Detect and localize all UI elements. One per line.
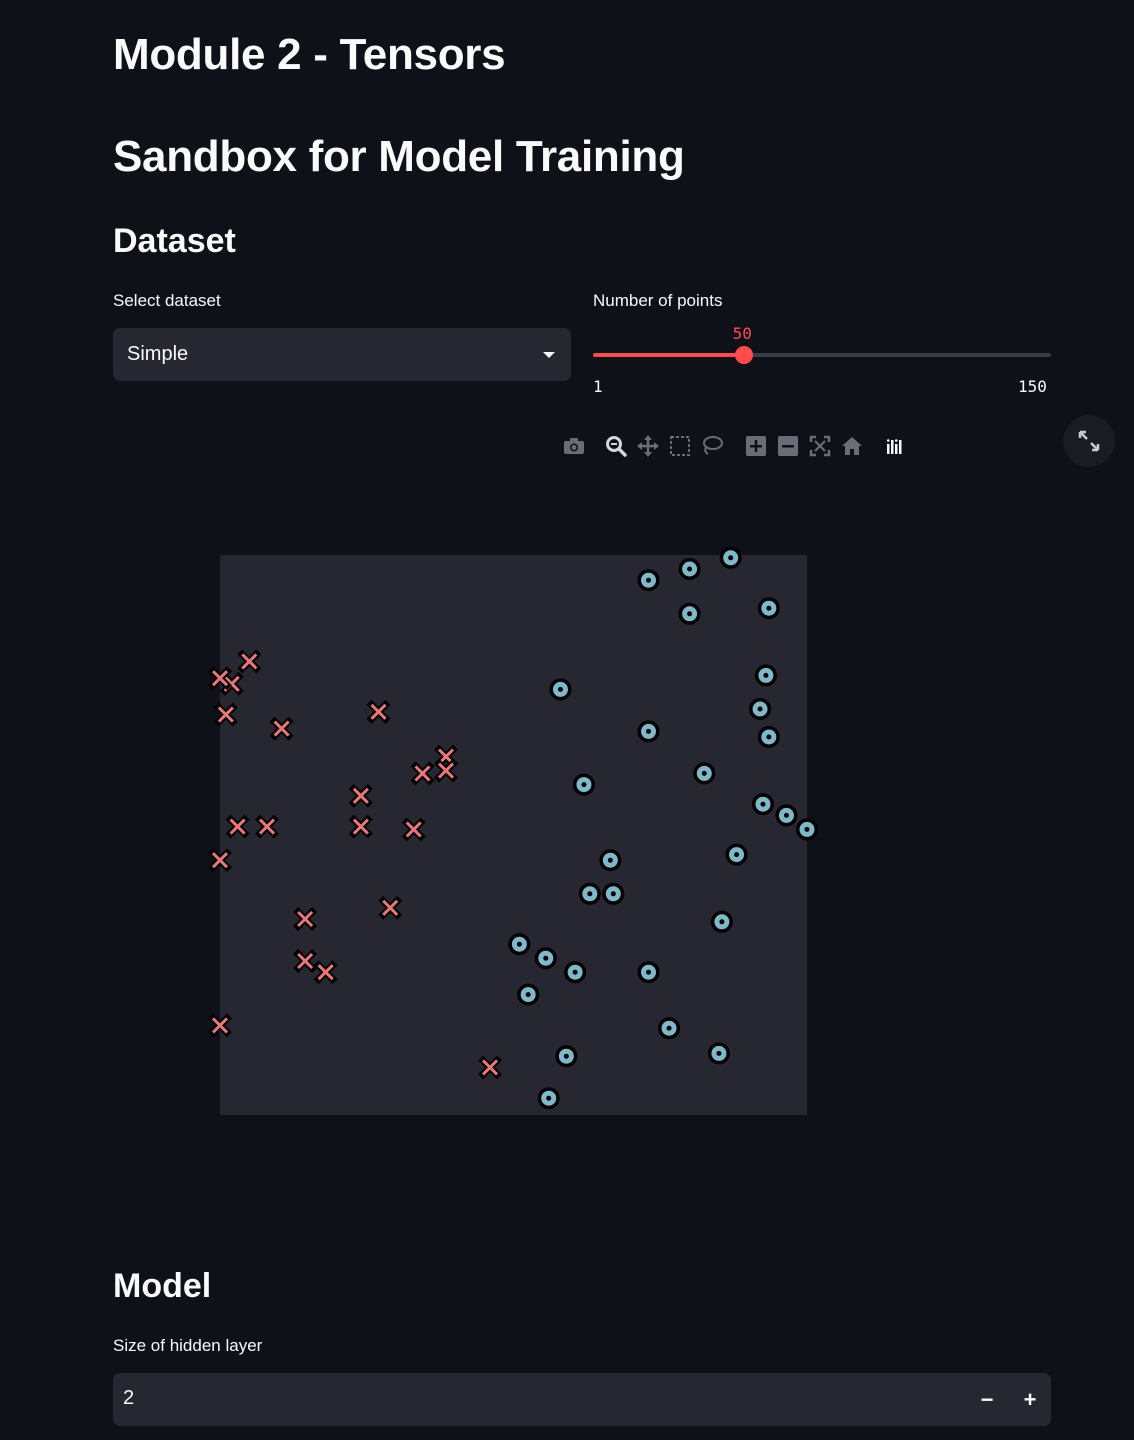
scatter-point-o	[602, 882, 625, 905]
scatter-point-x	[213, 702, 238, 727]
pan-icon[interactable]	[634, 432, 662, 460]
scatter-point-o	[754, 664, 777, 687]
scatter-point-o	[707, 1042, 730, 1065]
scatter-point-o	[710, 910, 733, 933]
scatter-point-o	[549, 678, 572, 701]
scatter-point-o	[719, 546, 742, 569]
scatter-point-o	[637, 569, 660, 592]
points-slider[interactable]	[593, 346, 1051, 364]
scatter-point-o	[757, 726, 780, 748]
scatter-point-x	[478, 1055, 502, 1080]
scatter-point-o	[757, 597, 780, 620]
points-slider-fill	[593, 353, 744, 357]
plotly-logo-icon[interactable]	[880, 432, 908, 460]
zoom-out-icon[interactable]	[774, 432, 802, 460]
scatter-point-x	[348, 814, 373, 839]
scatter-point-o	[751, 793, 774, 816]
points-slider-thumb[interactable]	[734, 346, 753, 364]
points-slider-max: 150	[1018, 377, 1047, 396]
scatter-point-x	[269, 716, 294, 741]
fullscreen-button[interactable]	[1063, 415, 1115, 467]
scatter-point-x	[378, 895, 403, 920]
scatter-point-o	[796, 818, 818, 841]
zoom-in-icon[interactable]	[742, 432, 770, 460]
chevron-down-icon	[543, 352, 555, 358]
scatter-point-o	[658, 1017, 681, 1040]
scatter-point-o	[517, 983, 540, 1006]
scatter-point-x	[401, 817, 426, 842]
scatter-point-o	[578, 882, 601, 905]
scatter-point-o	[599, 849, 622, 872]
scatter-point-o	[572, 773, 595, 796]
dataset-select-value: Simple	[127, 343, 189, 365]
box-select-icon[interactable]	[666, 432, 694, 460]
points-slider-label: Number of points	[593, 291, 723, 310]
hidden-layer-label: Size of hidden layer	[113, 1336, 263, 1355]
scatter-point-x	[293, 949, 318, 973]
zoom-icon[interactable]	[602, 432, 630, 460]
scatter-point-x	[255, 814, 279, 839]
plot-area	[220, 555, 807, 1115]
scatter-point-o	[508, 933, 531, 956]
scatter-point-x	[410, 761, 435, 786]
scatter-point-x	[313, 960, 338, 985]
scatter-point-o	[775, 804, 798, 827]
hidden-layer-input[interactable]: 2 − +	[113, 1373, 1051, 1426]
scatter-point-o	[725, 843, 748, 866]
points-slider-value: 50	[732, 324, 752, 343]
camera-icon[interactable]	[560, 432, 588, 460]
fullscreen-icon	[1078, 430, 1100, 452]
scatter-point-o	[564, 961, 587, 984]
dataset-select[interactable]: Simple	[113, 328, 571, 381]
scatter-point-x	[208, 666, 232, 691]
scatter-point-o	[537, 1087, 560, 1110]
lasso-select-icon[interactable]	[698, 432, 726, 460]
scatter-point-x	[237, 649, 262, 674]
scatter-svg	[208, 546, 818, 1115]
increment-button[interactable]: +	[1023, 1386, 1037, 1412]
select-dataset-label: Select dataset	[113, 291, 221, 310]
decrement-button[interactable]: −	[980, 1386, 994, 1412]
page-subtitle: Sandbox for Model Training	[113, 132, 685, 181]
model-heading: Model	[113, 1267, 212, 1305]
scatter-point-x	[293, 907, 318, 931]
scatter-point-o	[678, 558, 701, 580]
scatter-point-o	[693, 762, 716, 785]
page-title: Module 2 - Tensors	[113, 30, 506, 79]
points-slider-min: 1	[593, 377, 603, 396]
scatter-points	[208, 546, 818, 1110]
scatter-point-x	[208, 1013, 232, 1038]
scatter-point-o	[534, 947, 557, 970]
scatter-point-x	[208, 848, 232, 873]
hidden-layer-value: 2	[123, 1387, 135, 1409]
scatter-point-o	[637, 720, 660, 743]
scatter-point-o	[555, 1045, 578, 1068]
scatter-plot[interactable]	[208, 546, 818, 1115]
scatter-point-o	[637, 961, 660, 984]
reset-axes-icon[interactable]	[838, 432, 866, 460]
dataset-heading: Dataset	[113, 222, 236, 260]
scatter-point-x	[366, 699, 391, 724]
scatter-point-o	[678, 602, 701, 625]
scatter-point-x	[348, 783, 373, 808]
scatter-point-x	[434, 758, 458, 783]
autoscale-icon[interactable]	[806, 432, 834, 460]
scatter-point-x	[225, 814, 250, 839]
scatter-point-o	[749, 698, 772, 720]
